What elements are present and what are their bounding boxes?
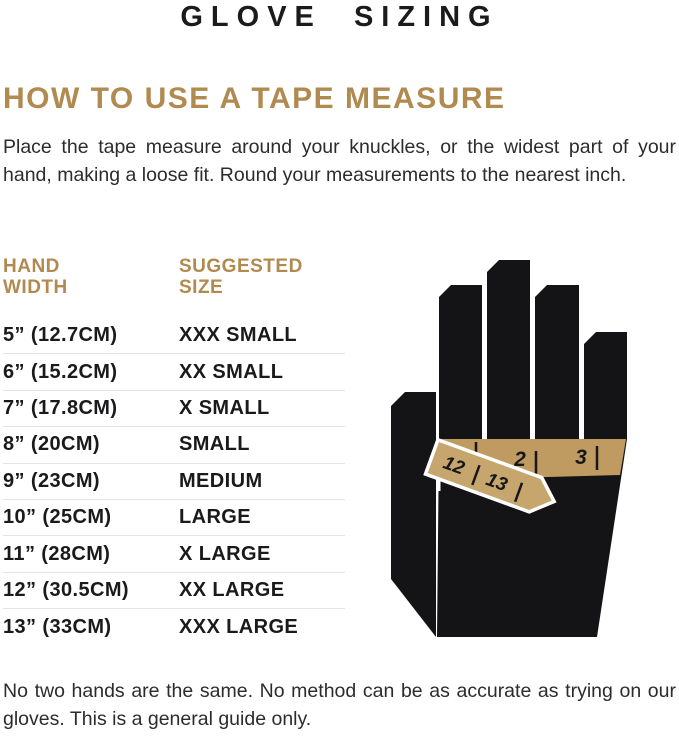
- hand-width-value: 10” (25CM): [3, 506, 112, 529]
- table-row: 10” (25CM) LARGE: [3, 500, 345, 537]
- page-title: GLOVE SIZING: [180, 1, 499, 33]
- hand-width-value: 6” (15.2CM): [3, 360, 118, 383]
- tape-number-3: 3: [575, 446, 587, 469]
- hand-width-value: 11” (28CM): [3, 542, 111, 565]
- hand-width-value: 8” (20CM): [3, 433, 100, 456]
- table-row: 11” (28CM) X LARGE: [3, 536, 345, 573]
- thumb-shape: [391, 392, 436, 637]
- table-header-row: HAND WIDTH SUGGESTED SIZE: [3, 256, 345, 298]
- index-finger-shape: [439, 285, 482, 439]
- suggested-size-value: LARGE: [179, 506, 251, 529]
- table-row: 9” (23CM) MEDIUM: [3, 464, 345, 500]
- ring-finger-shape: [535, 285, 579, 439]
- footer-note: No two hands are the same. No method can…: [3, 680, 676, 730]
- hand-width-value: 12” (30.5CM): [3, 578, 129, 601]
- table-body: 5” (12.7CM) XXX SMALL 6” (15.2CM) XX SMA…: [3, 318, 345, 646]
- hand-width-value: 9” (23CM): [3, 469, 100, 492]
- suggested-size-value: X SMALL: [179, 396, 270, 419]
- hand-width-value: 7” (17.8CM): [3, 396, 118, 419]
- pinky-finger-shape: [584, 332, 627, 439]
- tape-number-2: 2: [513, 448, 526, 471]
- sizing-table: HAND WIDTH SUGGESTED SIZE 5” (12.7CM) XX…: [3, 256, 345, 646]
- table-row: 13” (33CM) XXX LARGE: [3, 609, 345, 645]
- suggested-size-value: XXX SMALL: [179, 324, 298, 347]
- intro-paragraph: Place the tape measure around your knuck…: [3, 136, 676, 186]
- tape-end-shape: [423, 437, 557, 514]
- hand-width-value: 5” (12.7CM): [3, 324, 118, 347]
- suggested-size-value: XXX LARGE: [179, 615, 299, 638]
- hand-width-value: 13” (33CM): [3, 615, 112, 638]
- tape-measure-end: 12 13: [423, 437, 557, 514]
- suggested-size-value: X LARGE: [179, 542, 271, 565]
- tape-end-tick-marks: [471, 464, 524, 503]
- table-row: 5” (12.7CM) XXX SMALL: [3, 318, 345, 355]
- suggested-size-value: SMALL: [179, 433, 250, 456]
- suggested-size-value: XX LARGE: [179, 578, 285, 601]
- suggested-size-value: MEDIUM: [179, 469, 263, 492]
- suggested-size-header: SUGGESTED SIZE: [179, 256, 303, 298]
- suggested-size-value: XX SMALL: [179, 360, 284, 383]
- hand-tape-illustration: 2 3 12 13: [391, 260, 627, 637]
- table-row: 6” (15.2CM) XX SMALL: [3, 354, 345, 391]
- middle-finger-shape: [487, 260, 530, 439]
- table-row: 8” (20CM) SMALL: [3, 427, 345, 464]
- section-heading: HOW TO USE A TAPE MEASURE: [3, 82, 506, 115]
- hand-width-header: HAND WIDTH: [3, 256, 68, 298]
- table-row: 12” (30.5CM) XX LARGE: [3, 573, 345, 610]
- table-row: 7” (17.8CM) X SMALL: [3, 391, 345, 428]
